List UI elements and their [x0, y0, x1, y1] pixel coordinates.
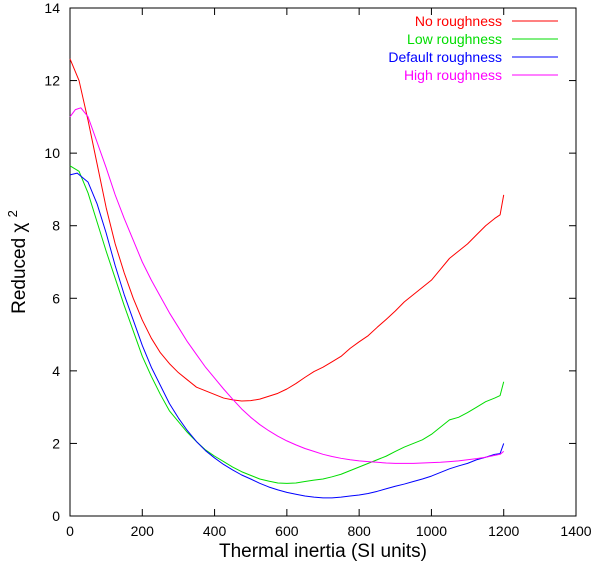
x-tick-label: 400 [203, 523, 227, 539]
x-tick-label: 1000 [416, 523, 447, 539]
y-tick-label: 10 [44, 145, 60, 161]
y-tick-label: 0 [52, 508, 60, 524]
series-line-no-roughness [69, 58, 505, 402]
axis-ticks [69, 7, 577, 517]
x-tick-label: 600 [275, 523, 299, 539]
x-tick-label: 0 [66, 523, 74, 539]
axis-tick-labels: 0 200 400 600 800 1000 1200 1400 0 2 4 6 8 10 12 14 [44, 0, 591, 539]
legend-label: Low roughness [407, 31, 502, 47]
x-tick-label: 200 [131, 523, 155, 539]
y-tick-label: 6 [52, 290, 60, 306]
y-axis-label-superscript: 2 [5, 210, 20, 217]
y-tick-label: 4 [52, 363, 60, 379]
legend: No roughness Low roughness Default roughne… [388, 13, 558, 83]
series-line-default-roughness [69, 172, 505, 499]
y-axis-label-main: Reduced χ [9, 223, 30, 314]
x-tick-label: 1200 [488, 523, 519, 539]
y-axis-label: Reduced χ 2 [5, 210, 30, 314]
y-tick-label: 12 [44, 73, 60, 89]
plot-frame [69, 7, 577, 517]
x-tick-label: 1400 [560, 523, 591, 539]
series-line-high-roughness [69, 107, 505, 464]
y-tick-label: 8 [52, 218, 60, 234]
legend-label: Default roughness [388, 49, 502, 65]
x-axis-label: Thermal inertia (SI units) [219, 541, 427, 562]
x-tick-label: 800 [347, 523, 371, 539]
y-tick-label: 14 [44, 0, 60, 16]
legend-label: High roughness [404, 67, 502, 83]
series-lines [69, 58, 505, 499]
series-line-low-roughness [69, 165, 505, 484]
y-tick-label: 2 [52, 435, 60, 451]
legend-label: No roughness [415, 13, 502, 29]
